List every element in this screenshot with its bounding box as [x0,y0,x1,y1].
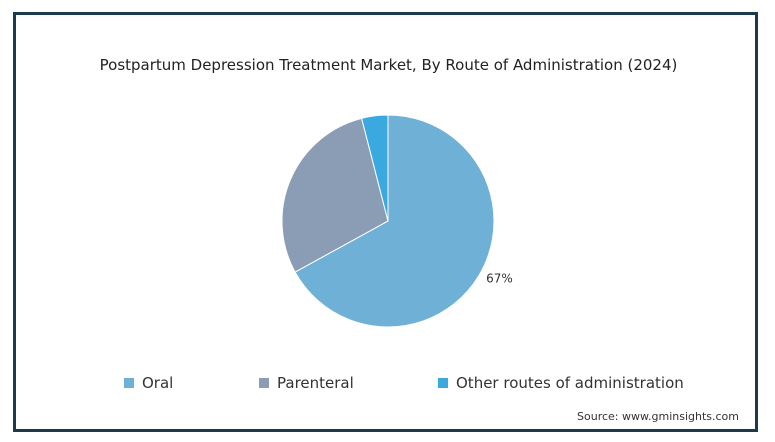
pie-slice-oral [294,114,495,328]
source-note: Source: www.gminsights.com [577,410,739,423]
pie-chart: 67% [281,114,513,328]
legend-label-parenteral: Parenteral [277,374,354,392]
legend-item-parenteral: Parenteral [259,374,354,392]
legend-label-oral: Oral [142,374,174,392]
legend-swatch-oral [124,378,134,388]
data-label-oral: 67% [486,272,513,286]
chart-frame: Postpartum Depression Treatment Market, … [13,12,758,432]
pie-slice-other [361,114,389,222]
legend-item-oral: Oral [124,374,173,392]
legend: Oral Parenteral Other routes of administ… [16,374,761,398]
legend-swatch-parenteral [259,378,269,388]
legend-swatch-other [438,378,448,388]
pie-slice-parenteral [281,117,389,273]
chart-title: Postpartum Depression Treatment Market, … [99,56,678,74]
legend-item-other: Other routes of administration [438,374,684,392]
legend-label-other: Other routes of administration [456,374,684,392]
